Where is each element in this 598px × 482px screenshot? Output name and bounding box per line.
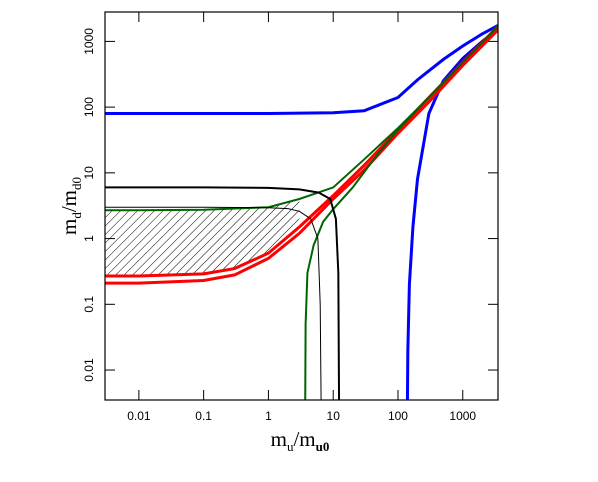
y-tick-label: 10 [82, 166, 96, 180]
hatched-region [105, 199, 300, 276]
plot-area [105, 24, 498, 400]
curve [105, 24, 498, 115]
x-tick-label: 1 [265, 409, 272, 423]
plot-frame [104, 11, 499, 401]
y-tick-label: 100 [82, 97, 96, 117]
x-tick-label: 0.1 [195, 409, 212, 423]
x-tick-label: 0.01 [127, 409, 151, 423]
x-tick-label: 10 [327, 409, 341, 423]
y-tick-label: 0.01 [82, 358, 96, 382]
curve [105, 25, 498, 212]
y-tick-label: 0.1 [82, 296, 96, 313]
curve [105, 28, 498, 285]
y-tick-label: 1 [82, 235, 96, 242]
curve [304, 96, 430, 400]
x-tick-label: 1000 [449, 409, 476, 423]
curve [405, 27, 498, 400]
curve [105, 186, 341, 400]
curve [105, 206, 322, 400]
x-axis-label: mu/mu0 [271, 427, 330, 454]
y-tick-label: 1000 [82, 28, 96, 55]
x-tick-label: 100 [388, 409, 408, 423]
y-axis-label: md/md0 [57, 177, 84, 235]
